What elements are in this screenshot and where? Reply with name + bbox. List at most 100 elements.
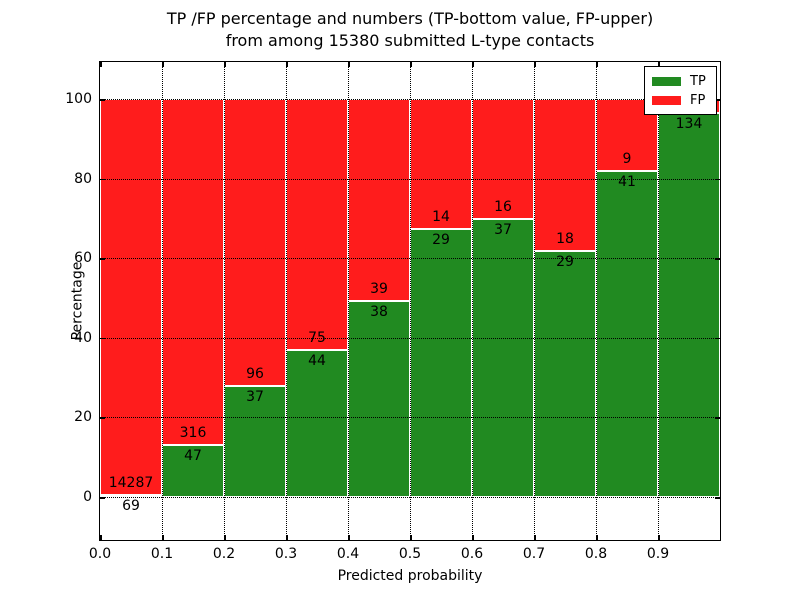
fp-count-label: 14 <box>432 208 450 225</box>
x-tick-mark <box>658 62 660 67</box>
y-tick-label: 60 <box>74 250 92 267</box>
x-tick-label: 0.5 <box>398 546 422 562</box>
x-tick-mark <box>596 535 598 540</box>
fp-count-label: 96 <box>246 366 264 383</box>
fp-count-label: 9 <box>622 150 632 167</box>
bar-fp-segment <box>224 99 286 387</box>
x-tick-mark <box>224 62 226 67</box>
fp-count-label: 316 <box>179 425 207 442</box>
x-tick-label: 0.9 <box>646 546 670 562</box>
v-gridline <box>596 62 597 540</box>
bar-tp-segment <box>348 300 410 497</box>
x-tick-mark <box>472 535 474 540</box>
x-tick-mark <box>534 62 536 67</box>
v-gridline <box>472 62 473 540</box>
tp-count-label: 29 <box>432 231 450 248</box>
bar-fp-segment <box>162 99 224 446</box>
y-tick-mark <box>715 178 720 181</box>
plot-area: 14287 69 316 47 96 37 75 44 39 38 14 29 16 37 18 29 9 41 1… <box>69 61 721 541</box>
y-tick-label: 80 <box>74 170 92 187</box>
y-tick-mark <box>715 417 720 419</box>
chart-title-line1: TP /FP percentage and numbers (TP-bottom… <box>166 9 654 28</box>
v-gridline <box>224 62 225 540</box>
x-tick-mark <box>162 62 164 67</box>
bar-tp-segment <box>596 170 658 497</box>
v-gridline <box>348 62 349 540</box>
legend-item-tp: TP <box>652 72 709 91</box>
y-tick-mark <box>100 417 105 419</box>
tp-legend-swatch-icon <box>652 77 681 86</box>
x-tick-mark <box>100 535 102 540</box>
tp-count-label: 37 <box>494 222 512 239</box>
bar-tp-segment <box>658 113 720 497</box>
bar-tp-segment <box>410 228 472 497</box>
x-axis-title: Predicted probability <box>337 568 483 584</box>
x-tick-mark <box>162 535 164 540</box>
y-tick-label: 20 <box>74 409 92 426</box>
tp-count-label: 47 <box>184 448 202 465</box>
fp-count-label: 16 <box>494 199 512 216</box>
x-tick-label: 0.8 <box>584 546 608 562</box>
x-tick-mark <box>658 535 660 540</box>
tp-count-label: 44 <box>308 352 326 369</box>
legend: TP FP <box>644 66 717 115</box>
y-tick-mark <box>715 337 720 340</box>
x-tick-mark <box>596 62 598 67</box>
x-tick-mark <box>410 62 412 67</box>
bar-tp-segment <box>286 349 348 497</box>
v-gridline <box>286 62 287 540</box>
tp-count-label: 29 <box>556 254 574 271</box>
v-gridline <box>162 62 163 540</box>
tp-count-label: 69 <box>122 498 140 515</box>
bar-fp-segment <box>534 99 596 252</box>
bar-fp-segment <box>348 99 410 301</box>
y-tick-mark <box>100 337 105 340</box>
tp-legend-label: TP <box>690 74 706 89</box>
tp-count-label: 38 <box>370 303 388 320</box>
x-tick-label: 0.2 <box>212 546 236 562</box>
fp-count-label: 75 <box>308 329 326 346</box>
x-tick-label: 0.7 <box>522 546 546 562</box>
x-tick-label: 0.0 <box>88 546 112 562</box>
x-tick-mark <box>348 535 350 540</box>
y-tick-label: 40 <box>74 329 92 346</box>
y-tick-mark <box>715 258 720 260</box>
x-tick-mark <box>224 535 226 540</box>
fp-count-label: 14287 <box>108 475 154 492</box>
bar-tp-segment <box>100 495 162 498</box>
bar-tp-segment <box>534 251 596 497</box>
bar-fp-segment <box>472 99 534 220</box>
x-tick-label: 0.6 <box>460 546 484 562</box>
bar-fp-segment <box>286 99 348 350</box>
bar-tp-segment <box>472 219 534 497</box>
tp-count-label: 37 <box>246 389 264 406</box>
fp-legend-label: FP <box>690 93 706 108</box>
y-tick-label: 0 <box>83 489 92 506</box>
fp-count-label: 39 <box>370 280 388 297</box>
v-gridline <box>658 62 659 540</box>
x-tick-label: 0.4 <box>336 546 360 562</box>
chart-title-line2: from among 15380 submitted L-type contac… <box>225 31 595 50</box>
x-tick-mark <box>286 535 288 540</box>
x-tick-mark <box>348 62 350 67</box>
y-tick-mark <box>100 178 105 181</box>
x-tick-mark <box>534 535 536 540</box>
x-tick-mark <box>472 62 474 67</box>
bar-fp-segment <box>100 99 162 496</box>
x-tick-mark <box>100 62 102 67</box>
y-tick-mark <box>715 497 720 499</box>
y-tick-label: 100 <box>65 91 92 107</box>
tp-count-label: 134 <box>675 116 703 133</box>
fp-legend-swatch-icon <box>652 96 681 105</box>
v-gridline <box>410 62 411 540</box>
y-tick-mark <box>715 99 720 101</box>
x-tick-mark <box>410 535 412 540</box>
x-tick-label: 0.1 <box>150 546 174 562</box>
tp-count-label: 41 <box>618 173 636 190</box>
chart-title: TP /FP percentage and numbers (TP-bottom… <box>0 8 800 52</box>
y-tick-mark <box>100 497 105 499</box>
fp-count-label: 18 <box>556 231 574 248</box>
legend-item-fp: FP <box>652 91 709 110</box>
bar-tp-segment <box>224 386 286 497</box>
x-tick-mark <box>286 62 288 67</box>
